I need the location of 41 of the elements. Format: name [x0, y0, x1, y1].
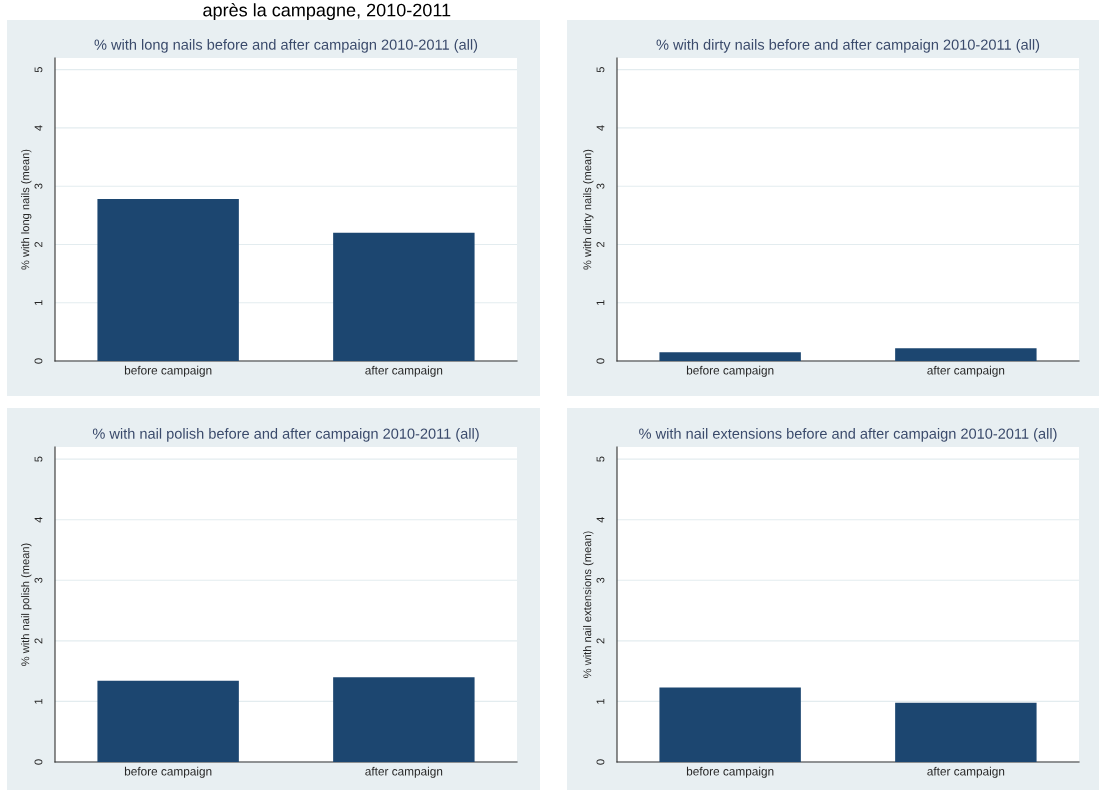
- y-tick-label: 0: [34, 759, 43, 765]
- y-tick-label: 2: [596, 241, 605, 247]
- x-tick-label: after campaign: [927, 365, 1005, 377]
- x-tick-label: before campaign: [124, 365, 212, 377]
- y-tick-label: 3: [34, 183, 43, 189]
- y-tick-label: 3: [34, 577, 43, 583]
- chart-title: % with nail polish before and after campaign 2010-2011 (all): [92, 428, 479, 442]
- y-tick-label: 3: [596, 577, 605, 583]
- y-tick-label: 0: [596, 759, 605, 765]
- y-tick-label: 3: [596, 183, 605, 189]
- y-axis-title: % with nail extensions (mean): [583, 531, 594, 678]
- y-axis-title: % with long nails (mean): [21, 149, 32, 270]
- y-tick-label: 2: [34, 638, 43, 644]
- chart-title: % with dirty nails before and after campaign 2010-2011 (all): [656, 39, 1040, 53]
- y-tick-label: 2: [34, 241, 43, 247]
- y-tick-label: 1: [596, 698, 605, 704]
- y-tick-label: 4: [34, 516, 43, 523]
- x-tick-label: before campaign: [686, 365, 774, 377]
- chart-title: % with long nails before and after campaign 2010-2011 (all): [94, 39, 478, 53]
- y-axis-title: % with dirty nails (mean): [583, 149, 594, 270]
- y-tick-label: 2: [596, 638, 605, 644]
- x-tick-label: after campaign: [927, 766, 1005, 778]
- y-tick-label: 4: [34, 125, 43, 131]
- y-tick-label: 0: [34, 358, 43, 364]
- y-tick-label: 5: [596, 67, 605, 73]
- x-tick-label: after campaign: [365, 365, 443, 377]
- y-tick-label: 5: [34, 67, 43, 73]
- x-tick-label: before campaign: [124, 766, 212, 778]
- y-tick-label: 0: [596, 358, 605, 364]
- text: après la campagne, 2010-2011: [203, 3, 451, 21]
- y-tick-label: 1: [34, 698, 43, 704]
- y-tick-label: 1: [34, 300, 43, 305]
- y-tick-label: 5: [596, 456, 605, 462]
- chart-title: % with nail extensions before and after campaign 2010-2011 (all): [639, 428, 1057, 442]
- y-tick-label: 4: [596, 516, 605, 523]
- y-tick-label: 1: [596, 300, 605, 305]
- x-tick-label: before campaign: [686, 766, 774, 778]
- x-tick-label: after campaign: [365, 766, 443, 778]
- y-axis-title: % with nail polish (mean): [21, 543, 32, 666]
- y-tick-label: 5: [34, 456, 43, 462]
- y-tick-label: 4: [596, 125, 605, 131]
